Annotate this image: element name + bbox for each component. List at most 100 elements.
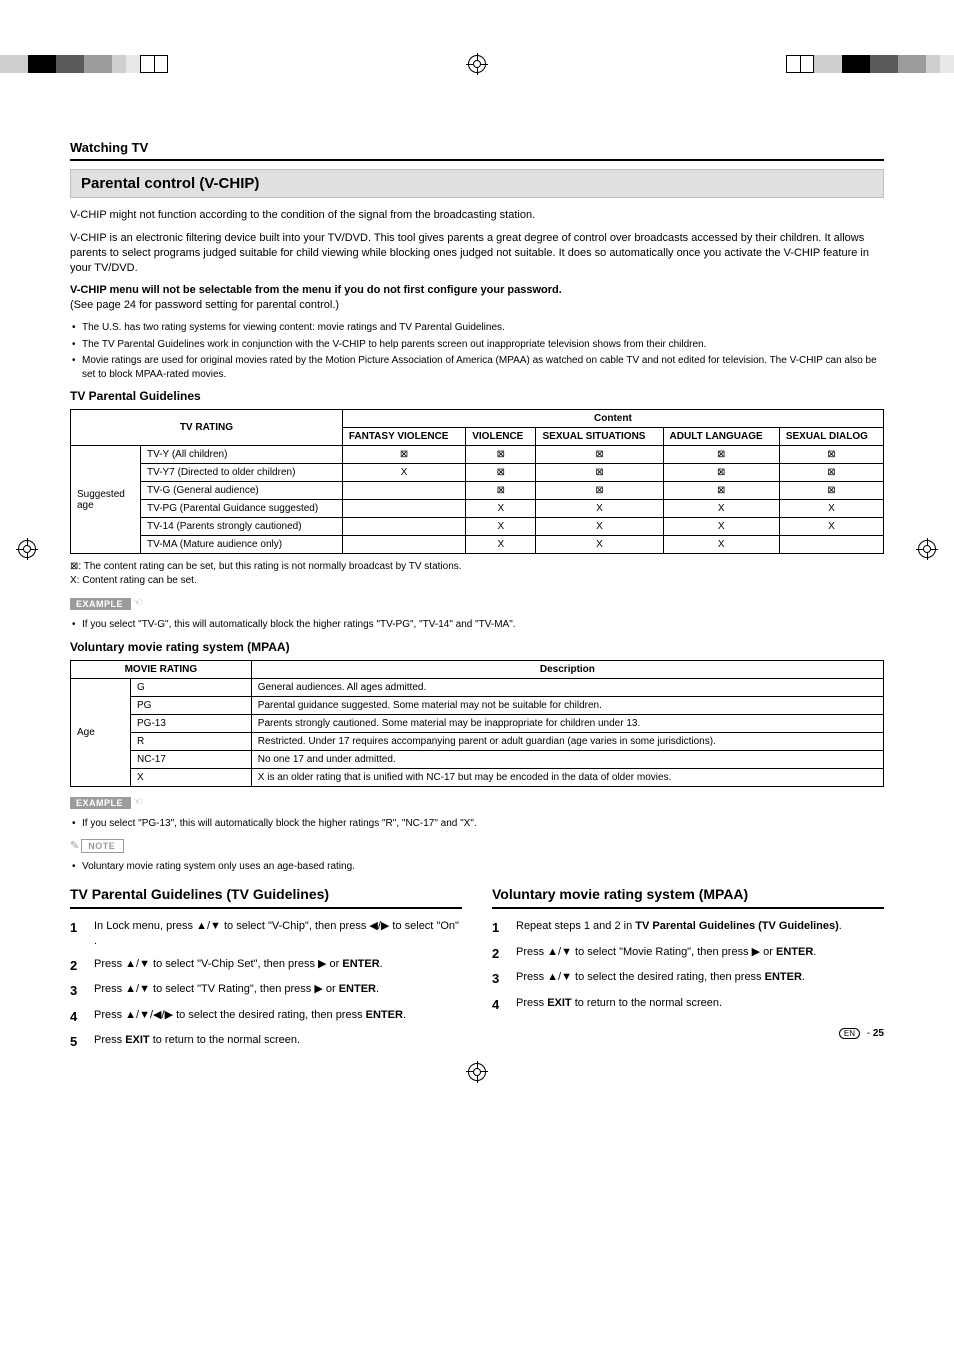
step-text: Press ▲/▼ to select "Movie Rating", then… — [516, 945, 884, 963]
tv-rating-table: TV RATING Content FANTASY VIOLENCE VIOLE… — [70, 409, 884, 554]
th-col: SEXUAL SITUATIONS — [536, 428, 663, 446]
td-rating-label: TV-Y7 (Directed to older children) — [141, 464, 343, 482]
print-registration-bar — [0, 55, 954, 73]
td-cell: X — [663, 518, 779, 536]
right-steps: 1Repeat steps 1 and 2 in TV Parental Gui… — [492, 919, 884, 1013]
note-badge: NOTE — [81, 839, 124, 853]
example-badge: EXAMPLE — [70, 797, 131, 809]
intro-bullet: Movie ratings are used for original movi… — [70, 354, 884, 381]
td-cell: X — [466, 518, 536, 536]
mpaa-table: MOVIE RATING Description Age G General a… — [70, 660, 884, 787]
th-col: ADULT LANGUAGE — [663, 428, 779, 446]
step: 5Press EXIT to return to the normal scre… — [70, 1033, 462, 1051]
intro-bullet: The U.S. has two rating systems for view… — [70, 321, 884, 335]
td-cell — [779, 536, 883, 554]
note-icon: ✎ — [70, 840, 79, 852]
page-footer: EN - 25 — [839, 1028, 884, 1039]
td-desc: Parents strongly cautioned. Some materia… — [251, 714, 883, 732]
step: 4Press EXIT to return to the normal scre… — [492, 996, 884, 1014]
td-cell: ⊠ — [663, 482, 779, 500]
td-rating-label: TV-14 (Parents strongly cautioned) — [141, 518, 343, 536]
note-bullet: Voluntary movie rating system only uses … — [70, 860, 884, 874]
td-cell: ⊠ — [536, 446, 663, 464]
page-number: 25 — [873, 1028, 884, 1039]
th-col: SEXUAL DIALOG — [779, 428, 883, 446]
example-bullets: If you select "TV-G", this will automati… — [70, 618, 884, 632]
td-cell: ⊠ — [536, 464, 663, 482]
th-col: VIOLENCE — [466, 428, 536, 446]
td-desc: X is an older rating that is unified wit… — [251, 768, 883, 786]
td-cell: ⊠ — [466, 464, 536, 482]
right-column: Voluntary movie rating system (MPAA) 1Re… — [492, 886, 884, 1059]
register-mark-top — [468, 55, 486, 73]
divider — [70, 159, 884, 161]
legend-line: ⊠: The content rating can be set, but th… — [70, 560, 884, 574]
td-cell: X — [536, 536, 663, 554]
hand-icon: ☜ — [133, 597, 143, 609]
td-cell — [342, 482, 465, 500]
td-cell: ⊠ — [536, 482, 663, 500]
th-content: Content — [342, 410, 883, 428]
tv-table-heading: TV Parental Guidelines — [70, 389, 884, 403]
page: Watching TV Parental control (V-CHIP) V-… — [0, 0, 954, 1099]
td-cell: ⊠ — [779, 446, 883, 464]
hand-icon: ☜ — [133, 796, 143, 808]
td-cell — [342, 518, 465, 536]
step-text: Press EXIT to return to the normal scree… — [516, 996, 884, 1014]
example-badge-row: EXAMPLE☜ — [70, 594, 884, 612]
tv-legend: ⊠: The content rating can be set, but th… — [70, 560, 884, 588]
td-row-group: Suggested age — [71, 446, 141, 554]
td-desc: Parental guidance suggested. Some materi… — [251, 696, 883, 714]
step-text: Press ▲/▼ to select the desired rating, … — [516, 970, 884, 988]
td-cell: ⊠ — [466, 446, 536, 464]
td-cell: X — [779, 518, 883, 536]
step-text: Press ▲/▼ to select "TV Rating", then pr… — [94, 982, 462, 1000]
example-bullet: If you select "TV-G", this will automati… — [70, 618, 884, 632]
td-cell: X — [779, 500, 883, 518]
register-mark-right — [918, 540, 936, 558]
td-code: PG-13 — [131, 714, 252, 732]
td-cell: X — [536, 518, 663, 536]
step: 2Press ▲/▼ to select "Movie Rating", the… — [492, 945, 884, 963]
step: 1In Lock menu, press ▲/▼ to select "V-Ch… — [70, 919, 462, 949]
step: 2Press ▲/▼ to select "V-Chip Set", then … — [70, 957, 462, 975]
td-cell — [342, 500, 465, 518]
td-cell: X — [536, 500, 663, 518]
td-rating-label: TV-PG (Parental Guidance suggested) — [141, 500, 343, 518]
td-cell: X — [342, 464, 465, 482]
td-rating-label: TV-MA (Mature audience only) — [141, 536, 343, 554]
register-mark-bottom — [468, 1063, 486, 1081]
td-code: R — [131, 732, 252, 750]
step-text: In Lock menu, press ▲/▼ to select "V-Chi… — [94, 919, 462, 949]
td-rating-label: TV-Y (All children) — [141, 446, 343, 464]
step: 4Press ▲/▼/◀/▶ to select the desired rat… — [70, 1008, 462, 1026]
color-bar-left — [0, 55, 168, 73]
left-steps: 1In Lock menu, press ▲/▼ to select "V-Ch… — [70, 919, 462, 1051]
td-desc: Restricted. Under 17 requires accompanyi… — [251, 732, 883, 750]
section-label: Watching TV — [70, 140, 884, 155]
note-badge-row: ✎NOTE — [70, 836, 884, 854]
td-row-group: Age — [71, 678, 131, 786]
th-col: FANTASY VIOLENCE — [342, 428, 465, 446]
example-bullets: If you select "PG-13", this will automat… — [70, 817, 884, 831]
two-column-steps: TV Parental Guidelines (TV Guidelines) 1… — [70, 886, 884, 1059]
step-text: Press EXIT to return to the normal scree… — [94, 1033, 462, 1051]
example-bullet: If you select "PG-13", this will automat… — [70, 817, 884, 831]
intro-p2: V-CHIP is an electronic filtering device… — [70, 231, 884, 276]
intro-p3: V-CHIP menu will not be selectable from … — [70, 283, 884, 313]
intro-bullet: The TV Parental Guidelines work in conju… — [70, 338, 884, 352]
intro-bullets: The U.S. has two rating systems for view… — [70, 321, 884, 381]
td-cell — [342, 536, 465, 554]
th-tv-rating: TV RATING — [71, 410, 343, 446]
td-cell: ⊠ — [466, 482, 536, 500]
step-text: Press ▲/▼/◀/▶ to select the desired rati… — [94, 1008, 462, 1026]
content-area: Watching TV Parental control (V-CHIP) V-… — [70, 140, 884, 1059]
td-cell: ⊠ — [342, 446, 465, 464]
step: 3Press ▲/▼ to select the desired rating,… — [492, 970, 884, 988]
td-cell: X — [466, 500, 536, 518]
step-text: Press ▲/▼ to select "V-Chip Set", then p… — [94, 957, 462, 975]
right-title: Voluntary movie rating system (MPAA) — [492, 886, 884, 904]
td-cell: ⊠ — [663, 446, 779, 464]
td-cell: X — [663, 536, 779, 554]
td-desc: General audiences. All ages admitted. — [251, 678, 883, 696]
